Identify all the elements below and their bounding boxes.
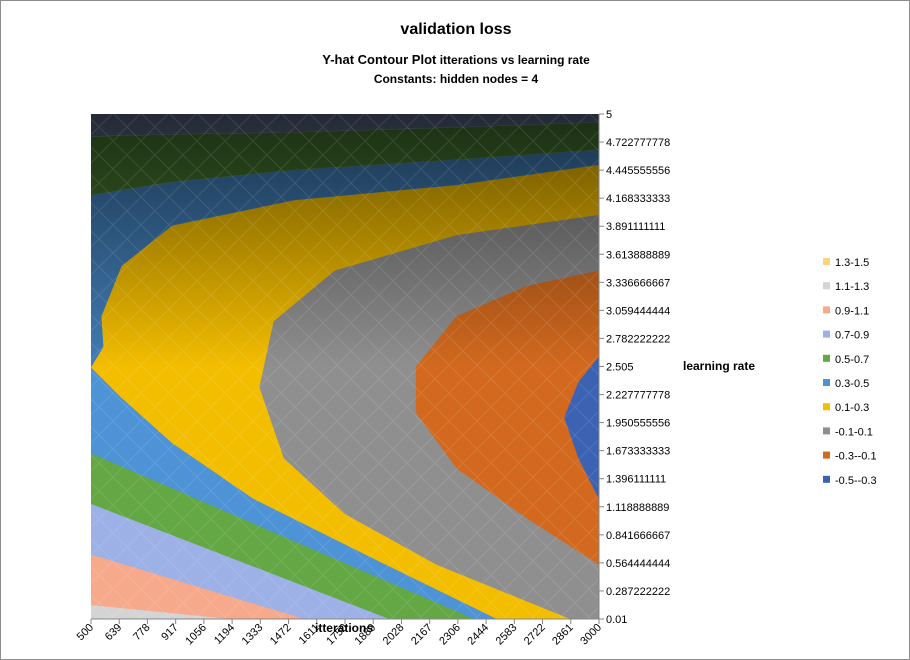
y-axis-label: learning rate <box>683 359 755 373</box>
x-tick-label: 3000 <box>578 622 604 648</box>
x-tick-label: 639 <box>103 622 124 643</box>
y-tick-label: 3.336666667 <box>606 277 670 289</box>
subtitle-rest: itterations vs learning rate <box>436 53 590 67</box>
legend-label: 1.3-1.5 <box>835 257 869 269</box>
y-tick-label: 1.118888889 <box>606 502 669 514</box>
legend-label: -0.1-0.1 <box>835 426 873 438</box>
chart-subtitle: Y-hat Contour Plot itterations vs learni… <box>322 52 590 67</box>
legend-swatch <box>823 330 830 338</box>
plot-overlay <box>91 114 599 619</box>
legend-swatch <box>823 354 830 362</box>
x-tick-label: 2306 <box>437 622 463 648</box>
y-tick-label: 4.722777778 <box>606 137 670 149</box>
x-tick-label: 2028 <box>381 622 407 648</box>
legend-swatch <box>823 403 830 411</box>
x-tick-label: 2722 <box>522 622 548 648</box>
legend-swatch <box>823 258 830 265</box>
subtitle-bold: Y-hat Contour Plot <box>322 52 437 67</box>
x-tick-label: 2444 <box>465 622 491 648</box>
x-tick-label: 1194 <box>212 622 237 647</box>
y-tick-label: 3.613888889 <box>606 249 670 261</box>
x-tick-label: 1056 <box>183 622 209 648</box>
legend-swatch <box>823 475 830 483</box>
surface-texture <box>91 114 599 619</box>
legend-swatch <box>823 282 830 290</box>
x-tick-label: 778 <box>131 622 152 643</box>
legend-label: 0.7-0.9 <box>835 330 869 342</box>
y-tick-label: 0.01 <box>606 614 627 626</box>
y-tick-label: 0.564444444 <box>606 558 670 570</box>
legend-swatch <box>823 451 830 459</box>
y-tick-label: 3.891111111 <box>606 221 665 233</box>
y-tick-label: 2.505 <box>606 362 634 374</box>
legend-swatch <box>823 379 830 386</box>
y-tick-label: 1.396111111 <box>606 474 666 486</box>
chart-title: validation loss <box>400 21 511 38</box>
y-tick-label: 4.445555556 <box>606 165 670 177</box>
y-tick-label: 0.841666667 <box>606 530 670 542</box>
x-tick-label: 2167 <box>409 622 435 648</box>
y-tick-label: 5 <box>606 109 612 121</box>
legend-swatch <box>823 427 830 435</box>
y-tick-label: 4.168333333 <box>606 193 670 205</box>
x-tick-label: 1333 <box>240 622 266 648</box>
y-axis-ticks: 0.01 0.287222222 0.564444444 0.841666667 1.1… <box>599 109 670 626</box>
y-tick-label: 1.950555556 <box>606 418 670 430</box>
x-axis-label: itterations <box>315 621 373 635</box>
y-tick-label: 3.059444444 <box>606 305 670 317</box>
x-tick-label: 1472 <box>268 622 294 648</box>
y-tick-label: 0.287222222 <box>606 586 670 598</box>
x-tick-label: 500 <box>75 622 96 643</box>
legend-label: 1.1-1.3 <box>835 281 869 293</box>
y-tick-label: 1.673333333 <box>606 446 670 458</box>
legend-label: -0.5--0.3 <box>835 475 877 487</box>
y-tick-label: 2.782222222 <box>606 333 670 345</box>
legend-label: 0.1-0.3 <box>835 402 869 414</box>
x-tick-label: 917 <box>159 622 180 643</box>
y-tick-label: 2.227777778 <box>606 390 670 402</box>
x-tick-label: 2583 <box>494 622 520 648</box>
x-tick-label: 2861 <box>550 622 576 648</box>
legend-label: 0.5-0.7 <box>835 354 869 366</box>
legend: 1.3-1.5 1.1-1.3 0.9-1.1 0.7-0.9 0.5-0.7 0.3-0… <box>823 257 877 487</box>
constants-label: Constants: hidden nodes = 4 <box>374 72 539 86</box>
legend-label: -0.3--0.1 <box>835 451 877 463</box>
legend-swatch <box>823 306 830 314</box>
legend-label: 0.9-1.1 <box>835 305 869 317</box>
legend-label: 0.3-0.5 <box>835 378 869 390</box>
